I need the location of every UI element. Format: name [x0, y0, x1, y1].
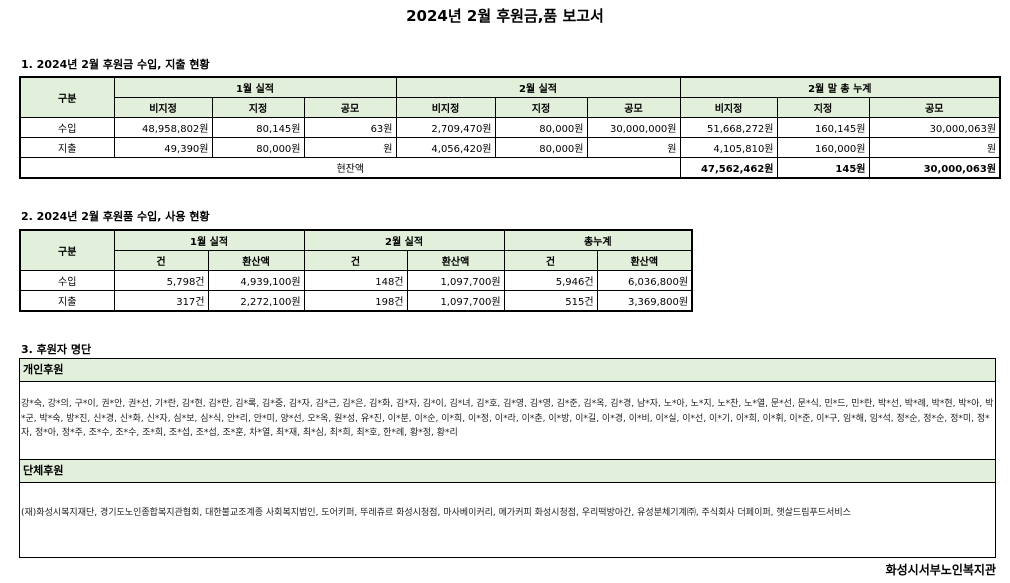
table-cell: 317건 — [113, 290, 209, 312]
row-label-expense: 지출 — [19, 290, 115, 312]
group-header-jan: 1월 실적 — [113, 76, 397, 98]
subheader: 건 — [503, 250, 598, 271]
table-cell: 3,369,800원 — [596, 290, 693, 312]
table-cell: 5,798건 — [113, 270, 209, 291]
row-label-income: 수입 — [19, 117, 115, 138]
group-header-feb: 2월 실적 — [395, 76, 681, 98]
individual-donors-list: 강*숙, 강*의, 구*이, 권*안, 권*선, 기*란, 김*현, 김*란, … — [21, 399, 994, 438]
subheader: 공모 — [303, 97, 397, 118]
subheader: 환산액 — [207, 250, 305, 271]
subheader: 지정 — [494, 97, 588, 118]
subheader: 건 — [303, 250, 408, 271]
table-cell: 원 — [303, 137, 397, 158]
table-row: 지출 49,390원 80,000원 원 4,056,420원 80,000원 … — [19, 137, 1001, 158]
table-cell: 80,000원 — [211, 137, 305, 158]
donation-money-table: 구분 1월 실적 2월 실적 2월 말 총 누계 비지정 지정 공모 비지정 지… — [19, 76, 1002, 179]
group-donors-box: 단체후원 (재)화성시복지재단, 경기도노인종합복지관협회, 대한불교조계종 사… — [19, 459, 996, 558]
table-cell: 148건 — [303, 270, 408, 291]
subheader: 비지정 — [679, 97, 778, 118]
section1-heading: 1. 2024년 2월 후원금 수입, 지출 현황 — [21, 58, 210, 71]
subheader: 환산액 — [406, 250, 505, 271]
subheader: 공모 — [868, 97, 1001, 118]
row-label-expense: 지출 — [19, 137, 115, 158]
col-group-header: 구분 — [19, 229, 115, 271]
table-cell: 80,145원 — [211, 117, 305, 138]
subheader: 지정 — [211, 97, 305, 118]
group-donors-list: (재)화성시복지재단, 경기도노인종합복지관협회, 대한불교조계종 사회복지법인… — [21, 508, 851, 518]
table-cell: 48,958,802원 — [113, 117, 213, 138]
balance-cell: 145원 — [776, 157, 870, 179]
table-cell: 63원 — [303, 117, 397, 138]
table-cell: 4,939,100원 — [207, 270, 305, 291]
group-header-total: 2월 말 총 누계 — [679, 76, 1001, 98]
table-cell: 160,000원 — [776, 137, 870, 158]
group-header-jan: 1월 실적 — [113, 229, 305, 251]
table-cell: 4,105,810원 — [679, 137, 778, 158]
table-cell: 51,668,272원 — [679, 117, 778, 138]
table-cell: 1,097,700원 — [406, 290, 505, 312]
table-cell: 30,000,063원 — [868, 117, 1001, 138]
subheader: 지정 — [776, 97, 870, 118]
balance-label: 현잔액 — [19, 157, 681, 179]
group-header-total: 총누계 — [503, 229, 693, 251]
subheader: 비지정 — [395, 97, 496, 118]
balance-cell: 47,562,462원 — [679, 157, 778, 179]
table-cell: 160,145원 — [776, 117, 870, 138]
subheader: 환산액 — [596, 250, 693, 271]
subheader: 비지정 — [113, 97, 213, 118]
group-donors-label: 단체후원 — [20, 460, 995, 483]
donation-goods-table: 구분 1월 실적 2월 실적 총누계 건 환산액 건 환산액 건 환산액 수입 … — [19, 229, 694, 312]
table-cell: 2,709,470원 — [395, 117, 496, 138]
table-cell: 80,000원 — [494, 117, 588, 138]
individual-donors-box: 개인후원 강*숙, 강*의, 구*이, 권*안, 권*선, 기*란, 김*현, … — [19, 358, 996, 460]
page-title: 2024년 2월 후원금,품 보고서 — [406, 7, 604, 25]
table-cell: 4,056,420원 — [395, 137, 496, 158]
group-header-feb: 2월 실적 — [303, 229, 505, 251]
table-cell: 515건 — [503, 290, 598, 312]
individual-donors-label: 개인후원 — [20, 359, 995, 382]
table-row: 수입 5,798건 4,939,100원 148건 1,097,700원 5,9… — [19, 270, 693, 291]
table-row: 지출 317건 2,272,100원 198건 1,097,700원 515건 … — [19, 290, 693, 312]
subheader: 공모 — [586, 97, 681, 118]
table-cell: 6,036,800원 — [596, 270, 693, 291]
balance-row: 현잔액 47,562,462원 145원 30,000,063원 — [19, 157, 1001, 179]
balance-cell: 30,000,063원 — [868, 157, 1001, 179]
col-group-header: 구분 — [19, 76, 115, 118]
table-cell: 30,000,000원 — [586, 117, 681, 138]
table-cell: 원 — [586, 137, 681, 158]
organization-name: 화성시서부노인복지관 — [885, 563, 996, 577]
table-cell: 2,272,100원 — [207, 290, 305, 312]
section3-heading: 3. 후원자 명단 — [21, 343, 92, 356]
table-cell: 원 — [868, 137, 1001, 158]
subheader: 건 — [113, 250, 209, 271]
table-cell: 80,000원 — [494, 137, 588, 158]
table-row: 수입 48,958,802원 80,145원 63원 2,709,470원 80… — [19, 117, 1001, 138]
table-cell: 1,097,700원 — [406, 270, 505, 291]
section2-heading: 2. 2024년 2월 후원품 수입, 사용 현황 — [21, 210, 210, 223]
table-cell: 198건 — [303, 290, 408, 312]
table-cell: 5,946건 — [503, 270, 598, 291]
table-cell: 49,390원 — [113, 137, 213, 158]
row-label-income: 수입 — [19, 270, 115, 291]
